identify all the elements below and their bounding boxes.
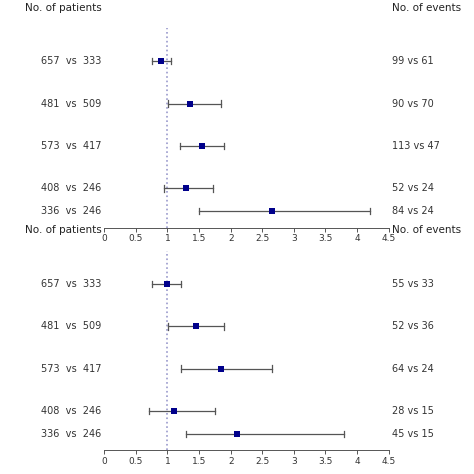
Text: No. of patients: No. of patients xyxy=(25,2,101,12)
Text: 481  vs  509: 481 vs 509 xyxy=(41,321,101,331)
Text: 45 vs 15: 45 vs 15 xyxy=(392,429,433,439)
Text: 52 vs 24: 52 vs 24 xyxy=(392,183,434,193)
Text: No. of events: No. of events xyxy=(392,225,461,235)
Text: 99 vs 61: 99 vs 61 xyxy=(392,56,433,66)
Text: 573  vs  417: 573 vs 417 xyxy=(41,364,101,374)
Text: 408  vs  246: 408 vs 246 xyxy=(41,406,101,416)
Text: 90 vs 70: 90 vs 70 xyxy=(392,99,433,109)
Text: 657  vs  333: 657 vs 333 xyxy=(41,56,101,66)
Text: 84 vs 24: 84 vs 24 xyxy=(392,206,433,216)
Text: No. of events: No. of events xyxy=(392,2,461,12)
Text: No. of patients: No. of patients xyxy=(25,225,101,235)
Text: 336  vs  246: 336 vs 246 xyxy=(41,206,101,216)
Text: 481  vs  509: 481 vs 509 xyxy=(41,99,101,109)
Text: 336  vs  246: 336 vs 246 xyxy=(41,429,101,439)
Text: 64 vs 24: 64 vs 24 xyxy=(392,364,433,374)
Text: 113 vs 47: 113 vs 47 xyxy=(392,141,439,151)
Text: 52 vs 36: 52 vs 36 xyxy=(392,321,433,331)
Text: 408  vs  246: 408 vs 246 xyxy=(41,183,101,193)
Text: 28 vs 15: 28 vs 15 xyxy=(392,406,433,416)
Text: 55 vs 33: 55 vs 33 xyxy=(392,279,433,289)
Text: 573  vs  417: 573 vs 417 xyxy=(41,141,101,151)
Text: 657  vs  333: 657 vs 333 xyxy=(41,279,101,289)
